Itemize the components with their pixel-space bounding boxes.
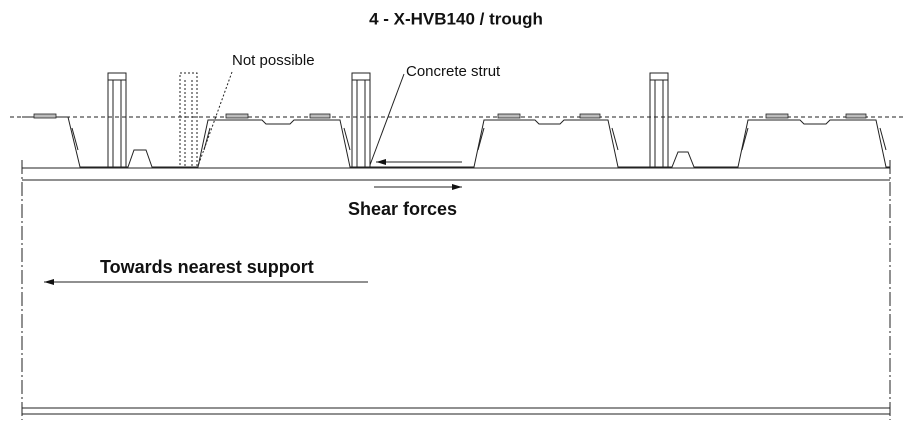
steel-beam (21, 160, 891, 420)
label-concrete-strut: Concrete strut (406, 63, 501, 80)
deck-ribs (33, 113, 867, 119)
label-towards-support: Towards nearest support (100, 257, 314, 277)
leader-not-possible (197, 71, 233, 167)
connectors (107, 72, 669, 169)
title: 4 - X-HVB140 / trough (369, 9, 543, 28)
label-not-possible: Not possible (232, 52, 315, 69)
label-shear-forces: Shear forces (348, 199, 457, 219)
deck-profile (22, 116, 890, 168)
leader-concrete-strut (369, 73, 405, 166)
rib-stiffeners (71, 127, 887, 151)
